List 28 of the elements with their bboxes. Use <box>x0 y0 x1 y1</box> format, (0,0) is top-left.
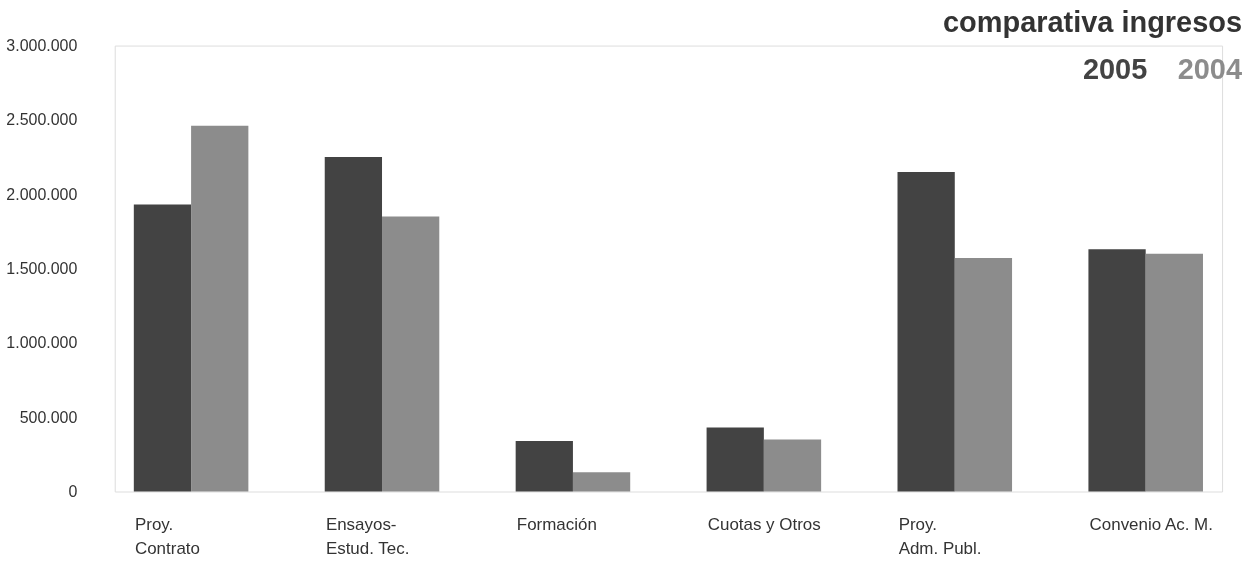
bar <box>382 216 440 492</box>
y-tick-label: 1.000.000 <box>6 334 78 352</box>
y-tick-label: 2.000.000 <box>6 185 78 203</box>
x-tick-label: Ensayos- Estud. Tec. <box>325 514 410 558</box>
x-tick-label: Convenio Ac. M. <box>1089 514 1213 534</box>
bar <box>515 440 573 492</box>
bar <box>897 171 955 492</box>
y-tick-label: 1.500.000 <box>6 260 78 278</box>
bar <box>572 472 631 492</box>
bar <box>763 439 822 492</box>
y-tick-label: 500.000 <box>19 408 78 426</box>
text: 2005 <box>1082 53 1148 86</box>
x-tick-label: Cuotas y Otros <box>707 514 821 534</box>
bar <box>191 125 249 492</box>
bar <box>133 204 192 492</box>
text: 2004 <box>1177 53 1243 86</box>
bar <box>324 157 383 492</box>
bar <box>954 258 1013 492</box>
x-tick-label: Proy. Contrato <box>134 514 200 558</box>
y-tick-label: 3.000.000 <box>6 37 78 55</box>
bar <box>1145 253 1203 492</box>
bar <box>1088 249 1146 492</box>
bar <box>706 427 764 492</box>
y-tick-label: 0 <box>68 482 78 500</box>
x-tick-label: Proy. Adm. Publ. <box>898 514 982 558</box>
y-tick-label: 2.500.000 <box>6 111 78 129</box>
chart-title: comparativa ingresos <box>943 5 1243 38</box>
x-tick-label: Formación <box>516 514 597 534</box>
